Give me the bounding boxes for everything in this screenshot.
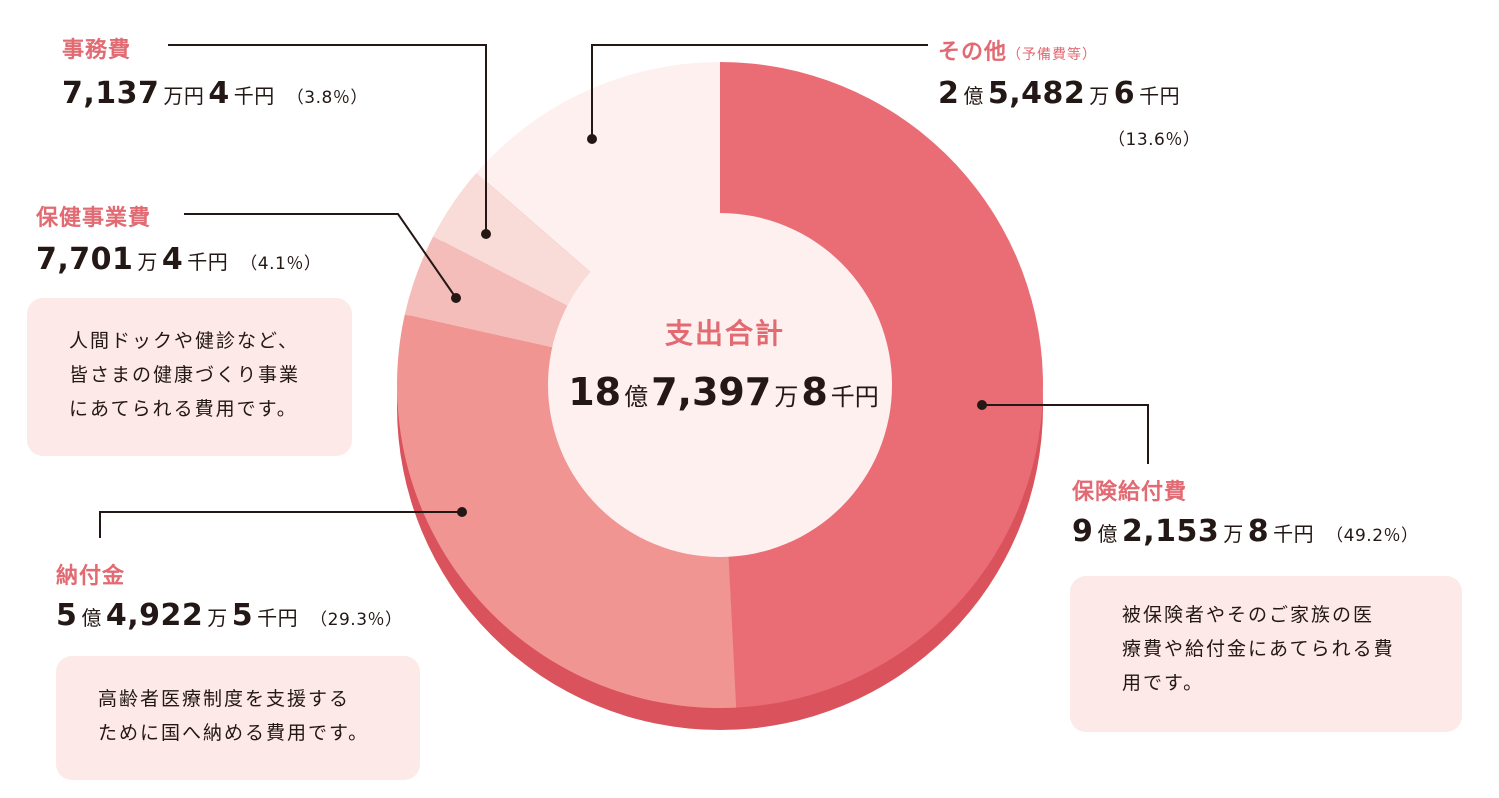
leader-line-hoken_jigyo <box>184 213 457 299</box>
note-line: 用です。 <box>1122 672 1205 694</box>
slice-amount-sonota: 2 億 5,482 万 6 千円 <box>938 76 1181 111</box>
slice-label-hoken-jigyo: 保健事業費 <box>36 206 152 231</box>
slice-amount-jimu: 7,137 万円 4 千円 （3.8％） <box>62 76 368 111</box>
slice-amount-hoken-kyufu: 9 億 2,153 万 8 千円 （49.2％） <box>1072 514 1419 549</box>
leader-line-nofukin <box>99 511 462 538</box>
slice-label-nofukin: 納付金 <box>56 564 126 589</box>
slice-percent-sonota: （13.6％） <box>1108 130 1201 150</box>
note-line: 療費や給付金にあてられる費 <box>1122 638 1395 660</box>
slice-amount-nofukin: 5 億 4,922 万 5 千円 （29.3％） <box>56 598 403 633</box>
slice-sublabel-sonota: （予備費等） <box>1007 47 1098 63</box>
center-title: 支出合計 <box>664 317 785 350</box>
leader-dot-jimu <box>481 229 491 239</box>
slice-percent-nofukin: （29.3％） <box>310 610 403 630</box>
center-total: 18 億7,397 万8 千円 <box>568 370 879 414</box>
leader-line-jimu <box>168 44 487 234</box>
note-line: 高齢者医療制度を支援する <box>98 688 351 710</box>
slice-label-hoken-kyufu: 保険給付費 <box>1072 480 1188 505</box>
note-line: ために国へ納める費用です。 <box>98 722 370 744</box>
donut-center-hole <box>548 213 892 557</box>
note-line: にあてられる費用です。 <box>69 398 298 420</box>
slice-label-jimu: 事務費 <box>62 38 132 63</box>
leader-line-hoken_kyufu <box>982 404 1149 464</box>
note-hoken-jigyo: 人間ドックや健診など、 皆さまの健康づくり事業 にあてられる費用です。 <box>27 298 352 456</box>
slice-percent-hoken-kyufu: （49.2％） <box>1326 526 1419 546</box>
note-hoken-kyufu: 被保険者やそのご家族の医 療費や給付金にあてられる費 用です。 <box>1070 576 1462 732</box>
slice-percent-jimu: （3.8％） <box>286 88 368 108</box>
slice-percent-hoken-jigyo: （4.1％） <box>240 254 322 274</box>
note-nofukin: 高齢者医療制度を支援する ために国へ納める費用です。 <box>56 656 420 780</box>
leader-lines <box>99 44 1149 538</box>
note-line: 皆さまの健康づくり事業 <box>69 364 301 386</box>
slice-label-sonota: その他（予備費等） <box>938 40 1098 65</box>
leader-dot-hoken_jigyo <box>451 293 461 303</box>
leader-dot-sonota <box>587 134 597 144</box>
note-line: 被保険者やそのご家族の医 <box>1122 604 1375 626</box>
slice-amount-hoken-jigyo: 7,701 万 4 千円 （4.1％） <box>36 242 322 277</box>
leader-line-sonota <box>591 44 928 139</box>
note-line: 人間ドックや健診など、 <box>69 330 300 352</box>
leader-dot-nofukin <box>457 507 467 517</box>
leader-dot-hoken_kyufu <box>977 400 987 410</box>
